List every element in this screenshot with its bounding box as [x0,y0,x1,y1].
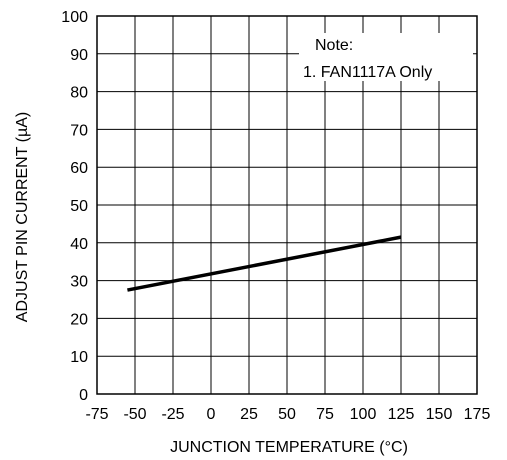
y-tick-labels: 0 10 20 30 40 50 60 70 80 90 100 [61,9,88,404]
y-tick-label-9: 90 [70,47,88,64]
x-tick-label-5: 50 [278,406,296,423]
series-layer [127,235,402,292]
x-tick-label-8: 125 [388,406,415,423]
series-line-0 [127,235,402,292]
note-text: 1. FAN1117A Only [303,64,432,81]
y-tick-label-6: 60 [70,160,88,177]
x-tick-labels: -75 -50 -25 0 25 50 75 100 125 150 175 [85,406,490,423]
x-tick-label-6: 75 [316,406,334,423]
y-tick-label-7: 70 [70,122,88,139]
x-tick-label-1: -50 [123,406,146,423]
y-axis-label: ADJUST PIN CURRENT (µA) [14,112,31,322]
x-tick-label-10: 175 [464,406,491,423]
x-tick-label-0: -75 [85,406,108,423]
y-tick-label-8: 80 [70,85,88,102]
y-tick-label-3: 30 [70,274,88,291]
y-tick-label-10: 100 [61,9,88,26]
y-tick-label-4: 40 [70,236,88,253]
x-tick-label-7: 100 [350,406,377,423]
x-tick-label-9: 150 [426,406,453,423]
y-tick-label-2: 20 [70,311,88,328]
x-axis-label: JUNCTION TEMPERATURE (°C) [170,439,408,456]
note-background [299,33,473,81]
x-tick-label-3: 0 [207,406,216,423]
x-tick-label-2: -25 [161,406,184,423]
note-box: Note: 1. FAN1117A Only [299,33,473,81]
y-tick-label-5: 50 [70,198,88,215]
x-tick-label-4: 25 [240,406,258,423]
y-tick-label-1: 10 [70,349,88,366]
plot-frame [96,15,478,395]
note-title: Note: [315,37,353,54]
y-tick-label-0: 0 [79,387,88,404]
